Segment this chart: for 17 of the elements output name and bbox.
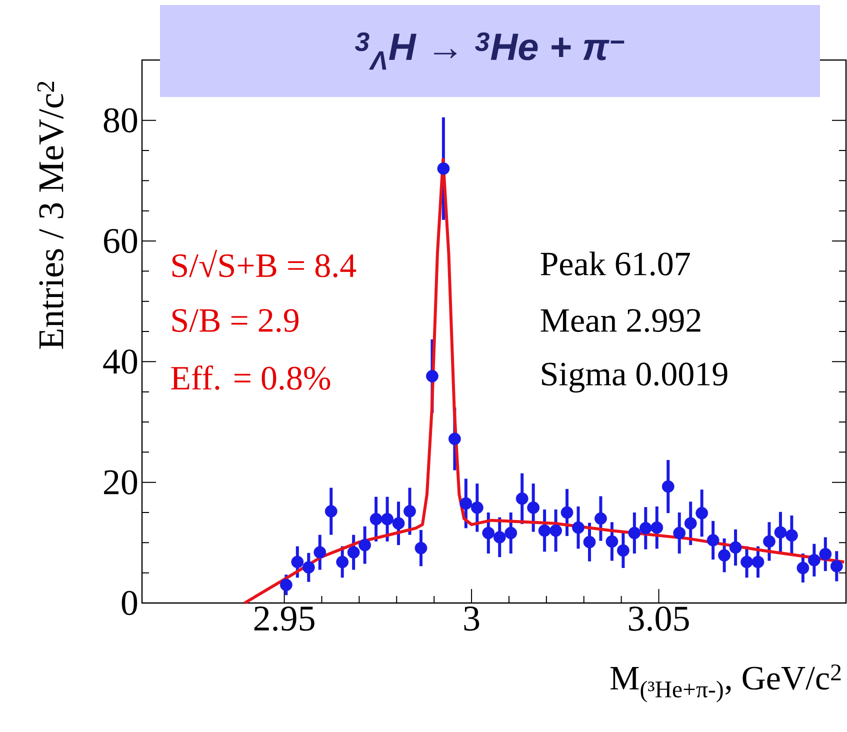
annotation: Peak 61.07 (540, 252, 690, 276)
y-tick-label: 40 (103, 350, 138, 374)
x-axis-title: M$_{(³He+π-)}$, GeV/c$^{2}$ (610, 664, 841, 702)
annotation: Mean 2.992 (540, 309, 700, 332)
annotation: S/B = 2.9 (172, 309, 298, 332)
annotation: Sigma 0.0019 (542, 362, 728, 393)
x-tick-label: 3 (464, 606, 480, 631)
annotation: Eff. = 0.8% (171, 365, 330, 390)
y-tick-label: 80 (104, 108, 138, 132)
y-tick-label: 60 (104, 228, 138, 254)
y-axis-title: Entries / 3 MeV/c$^{2}$ (37, 82, 64, 349)
annotation: S/√S+B = 8.4 (172, 250, 356, 278)
x-tick-label: 3.05 (628, 606, 689, 631)
y-tick-label: 20 (104, 470, 138, 494)
y-tick-label: 0 (122, 590, 138, 616)
x-tick-label: 2.95 (254, 606, 314, 631)
chart-title: 3$_{Λ}$H → $^{3}$He + π$^{−}$ (355, 32, 624, 70)
